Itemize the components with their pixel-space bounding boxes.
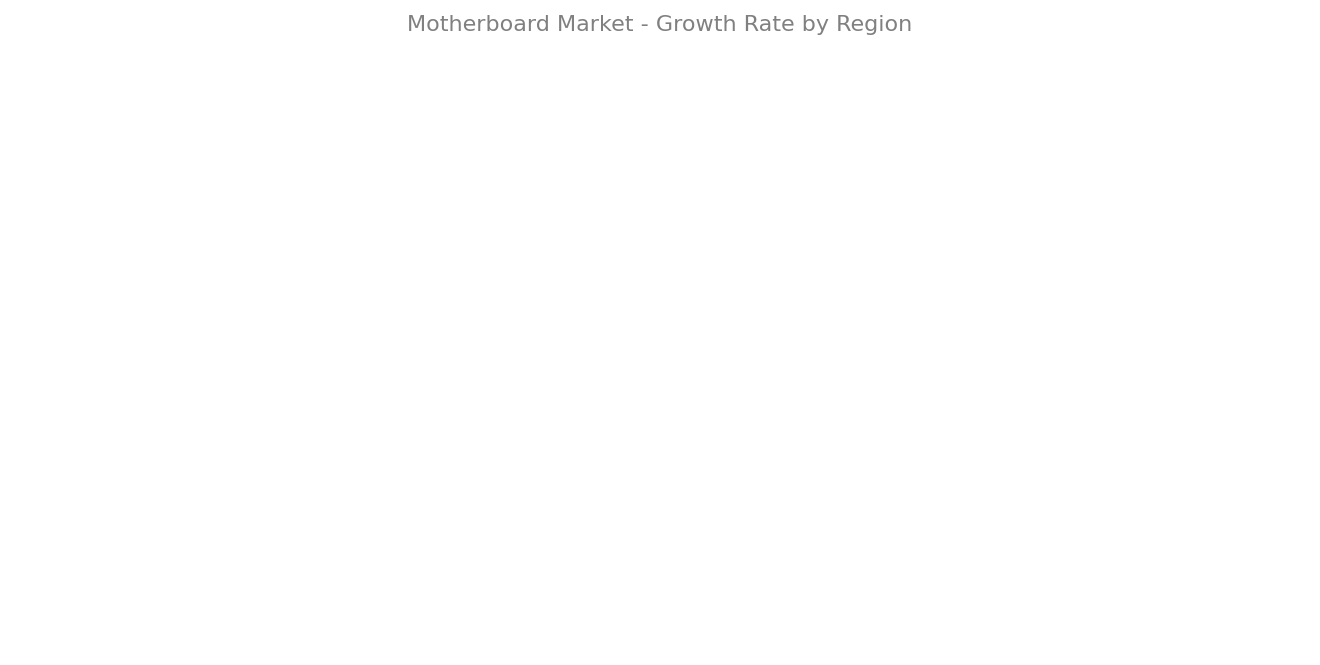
- Title: Motherboard Market - Growth Rate by Region: Motherboard Market - Growth Rate by Regi…: [408, 15, 912, 35]
